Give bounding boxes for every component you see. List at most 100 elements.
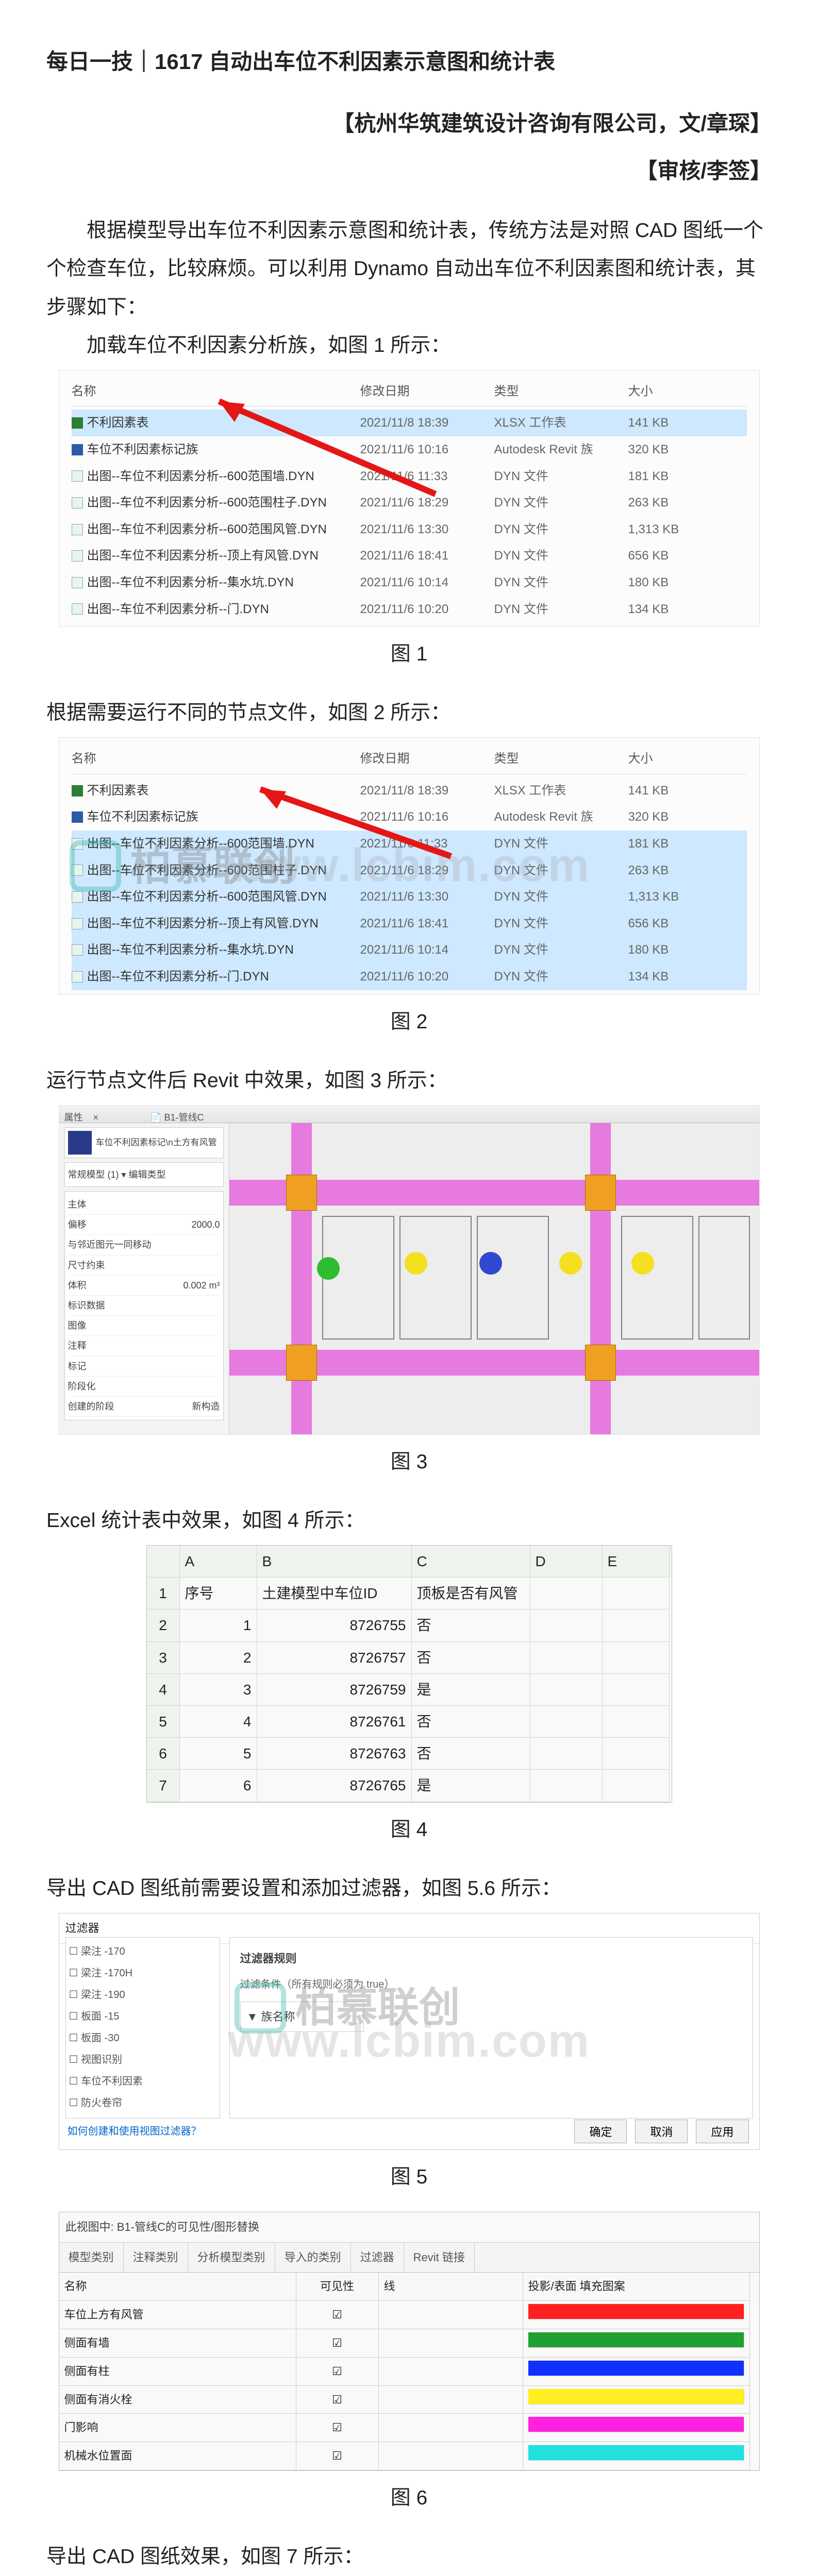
property-row: 图像 xyxy=(68,1316,220,1336)
file-row[interactable]: 出图--车位不利因素分析--门.DYN2021/11/6 10:20DYN 文件… xyxy=(72,596,747,623)
file-name: 车位不利因素标记族 xyxy=(87,438,198,462)
caption-3: 图 3 xyxy=(46,1443,772,1481)
file-name: 出图--车位不利因素分析--顶上有风管.DYN xyxy=(87,544,319,568)
watermark-logo: 柏慕联创 xyxy=(70,827,295,905)
file-icon xyxy=(72,524,83,535)
revit-tabs: 属性 × 📄 B1-管线C xyxy=(59,1106,759,1123)
property-row: 创建的阶段新构造 xyxy=(68,1397,220,1417)
file-icon xyxy=(72,785,83,796)
figure-4: A B C D E 1序号土建模型中车位ID顶板是否有风管218726755否3… xyxy=(146,1545,672,1803)
caption-2: 图 2 xyxy=(46,1003,772,1041)
file-row[interactable]: 出图--车位不利因素分析--顶上有风管.DYN2021/11/6 18:41DY… xyxy=(72,543,747,569)
tab[interactable]: Revit 链接 xyxy=(404,2243,475,2273)
property-row: 注释 xyxy=(68,1336,220,1356)
caption-6: 图 6 xyxy=(46,2479,772,2517)
table-row: 218726755否 xyxy=(147,1609,672,1641)
attribution-reviewer: 【审核/李签】 xyxy=(46,150,772,192)
tab[interactable]: 模型类别 xyxy=(59,2243,124,2273)
figure-5: 过滤器 ☐ 梁注 -170☐ 梁注 -170H☐ 梁注 -190☐ 板面 -15… xyxy=(59,1913,760,2150)
filter-item[interactable]: ☐ 防火卷帘 xyxy=(69,2092,216,2114)
property-row: 标识数据 xyxy=(68,1296,220,1316)
vv-header: 名称 可见性 线 投影/表面 填充图案 xyxy=(59,2273,759,2301)
filter-item[interactable]: ☐ 设备开孔 -45 xyxy=(69,2114,216,2119)
marker-dot xyxy=(631,1252,654,1275)
step-7: 导出 CAD 图纸效果，如图 7 所示： xyxy=(46,2538,772,2576)
property-row: 偏移2000.0 xyxy=(68,1215,220,1235)
filter-item[interactable]: ☐ 视图识别 xyxy=(69,2049,216,2071)
file-row[interactable]: 出图--车位不利因素分析--门.DYN2021/11/6 10:20DYN 文件… xyxy=(72,963,747,990)
table-row: 768726765是 xyxy=(147,1770,672,1802)
file-name: 出图--车位不利因素分析--门.DYN xyxy=(87,598,269,621)
marker-dot xyxy=(317,1257,340,1280)
filter-item[interactable]: ☐ 板面 -30 xyxy=(69,2027,216,2049)
file-row[interactable]: 出图--车位不利因素分析--600范围柱子.DYN2021/11/6 18:29… xyxy=(72,489,747,516)
col-date: 修改日期 xyxy=(360,380,494,403)
figure-1: 名称 修改日期 类型 大小 不利因素表2021/11/8 18:39XLSX 工… xyxy=(59,370,760,627)
filter-item[interactable]: ☐ 梁注 -170H xyxy=(69,1962,216,1984)
help-link[interactable]: 如何创建和使用视图过滤器？ xyxy=(68,2122,202,2141)
file-icon xyxy=(72,577,83,588)
file-row[interactable]: 出图--车位不利因素分析--顶上有风管.DYN2021/11/6 18:41DY… xyxy=(72,910,747,937)
file-icon xyxy=(72,811,83,823)
vv-tabs: 模型类别注释类别分析模型类别导入的类别过滤器Revit 链接 xyxy=(59,2243,759,2273)
file-icon xyxy=(72,550,83,562)
step-2: 根据需要运行不同的节点文件，如图 2 所示： xyxy=(46,694,772,732)
apply-button[interactable]: 应用 xyxy=(696,2120,748,2143)
file-name: 车位不利因素标记族 xyxy=(87,805,198,829)
step-4: Excel 统计表中效果，如图 4 所示： xyxy=(46,1502,772,1540)
file-icon xyxy=(72,470,83,482)
filter-item[interactable]: ☐ 板面 -15 xyxy=(69,2006,216,2027)
step-5: 导出 CAD 图纸前需要设置和添加过滤器，如图 5.6 所示： xyxy=(46,1870,772,1908)
filter-item[interactable]: ☐ 梁注 -190 xyxy=(69,1984,216,2006)
cancel-button[interactable]: 取消 xyxy=(635,2120,688,2143)
marker-dot xyxy=(405,1252,427,1275)
tab[interactable]: 注释类别 xyxy=(124,2243,188,2273)
file-row[interactable]: 出图--车位不利因素分析--集水坑.DYN2021/11/6 10:14DYN … xyxy=(72,569,747,596)
caption-1: 图 1 xyxy=(46,635,772,673)
tab[interactable]: 过滤器 xyxy=(351,2243,404,2273)
table-row: 1序号土建模型中车位ID顶板是否有风管 xyxy=(147,1578,672,1609)
watermark-logo: 柏慕联创 xyxy=(235,1969,460,2047)
caption-5: 图 5 xyxy=(46,2158,772,2196)
step-3: 运行节点文件后 Revit 中效果，如图 3 所示： xyxy=(46,1062,772,1100)
filter-item[interactable]: ☐ 梁注 -170 xyxy=(69,1941,216,1962)
attribution-author: 【杭州华筑建筑设计咨询有限公司，文/章琛】 xyxy=(46,103,772,144)
file-icon xyxy=(72,444,83,455)
vv-row: 侧面有柱☑ xyxy=(59,2358,759,2386)
file-icon xyxy=(72,918,83,929)
file-row[interactable]: 不利因素表2021/11/8 18:39XLSX 工作表141 KB xyxy=(72,410,747,436)
file-row[interactable]: 不利因素表2021/11/8 18:39XLSX 工作表141 KB xyxy=(72,777,747,804)
filter-item[interactable]: ☐ 车位不利因素 xyxy=(69,2071,216,2092)
step-1: 加载车位不利因素分析族，如图 1 所示： xyxy=(46,327,772,365)
intro-paragraph: 根据模型导出车位不利因素示意图和统计表，传统方法是对照 CAD 图纸一个个检查车… xyxy=(46,212,772,326)
vv-row: 车位上方有风管☑ xyxy=(59,2301,759,2329)
file-icon xyxy=(72,603,83,615)
vv-title: 此视图中: B1-管线C的可见性/图形替换 xyxy=(59,2212,759,2243)
property-row: 主体 xyxy=(68,1195,220,1215)
file-icon xyxy=(72,417,83,429)
col-name: 名称 xyxy=(72,380,360,403)
revit-canvas xyxy=(229,1123,759,1434)
properties-panel: 车位不利因素标记\n土方有风管 常规模型 (1) ▾ 编辑类型 主体偏移2000… xyxy=(59,1106,229,1434)
table-row: 328726757否 xyxy=(147,1642,672,1674)
ok-button[interactable]: 确定 xyxy=(574,2120,627,2143)
file-name: 出图--车位不利因素分析--600范围柱子.DYN xyxy=(87,491,327,515)
col-size: 大小 xyxy=(628,380,747,403)
filter-list: ☐ 梁注 -170☐ 梁注 -170H☐ 梁注 -190☐ 板面 -15☐ 板面… xyxy=(65,1937,220,2119)
file-row[interactable]: 出图--车位不利因素分析--集水坑.DYN2021/11/6 10:14DYN … xyxy=(72,937,747,963)
file-row[interactable]: 车位不利因素标记族2021/11/6 10:16Autodesk Revit 族… xyxy=(72,436,747,463)
property-row: 阶段化 xyxy=(68,1377,220,1397)
file-row[interactable]: 出图--车位不利因素分析--600范围墙.DYN2021/11/6 11:33D… xyxy=(72,463,747,490)
file-row[interactable]: 出图--车位不利因素分析--600范围风管.DYN2021/11/6 13:30… xyxy=(72,516,747,543)
tab[interactable]: 导入的类别 xyxy=(275,2243,351,2273)
tab[interactable]: 分析模型类别 xyxy=(188,2243,275,2273)
file-icon xyxy=(72,944,83,956)
vv-row: 侧面有消火栓☑ xyxy=(59,2386,759,2414)
file-name: 出图--车位不利因素分析--600范围风管.DYN xyxy=(87,518,327,541)
filelist-header: 名称 修改日期 类型 大小 xyxy=(72,380,747,407)
excel-col-headers: A B C D E xyxy=(147,1546,672,1578)
marker-dot xyxy=(559,1252,582,1275)
property-row: 尺寸约束 xyxy=(68,1256,220,1276)
caption-4: 图 4 xyxy=(46,1811,772,1849)
figure-6: 此视图中: B1-管线C的可见性/图形替换 模型类别注释类别分析模型类别导入的类… xyxy=(59,2212,760,2471)
